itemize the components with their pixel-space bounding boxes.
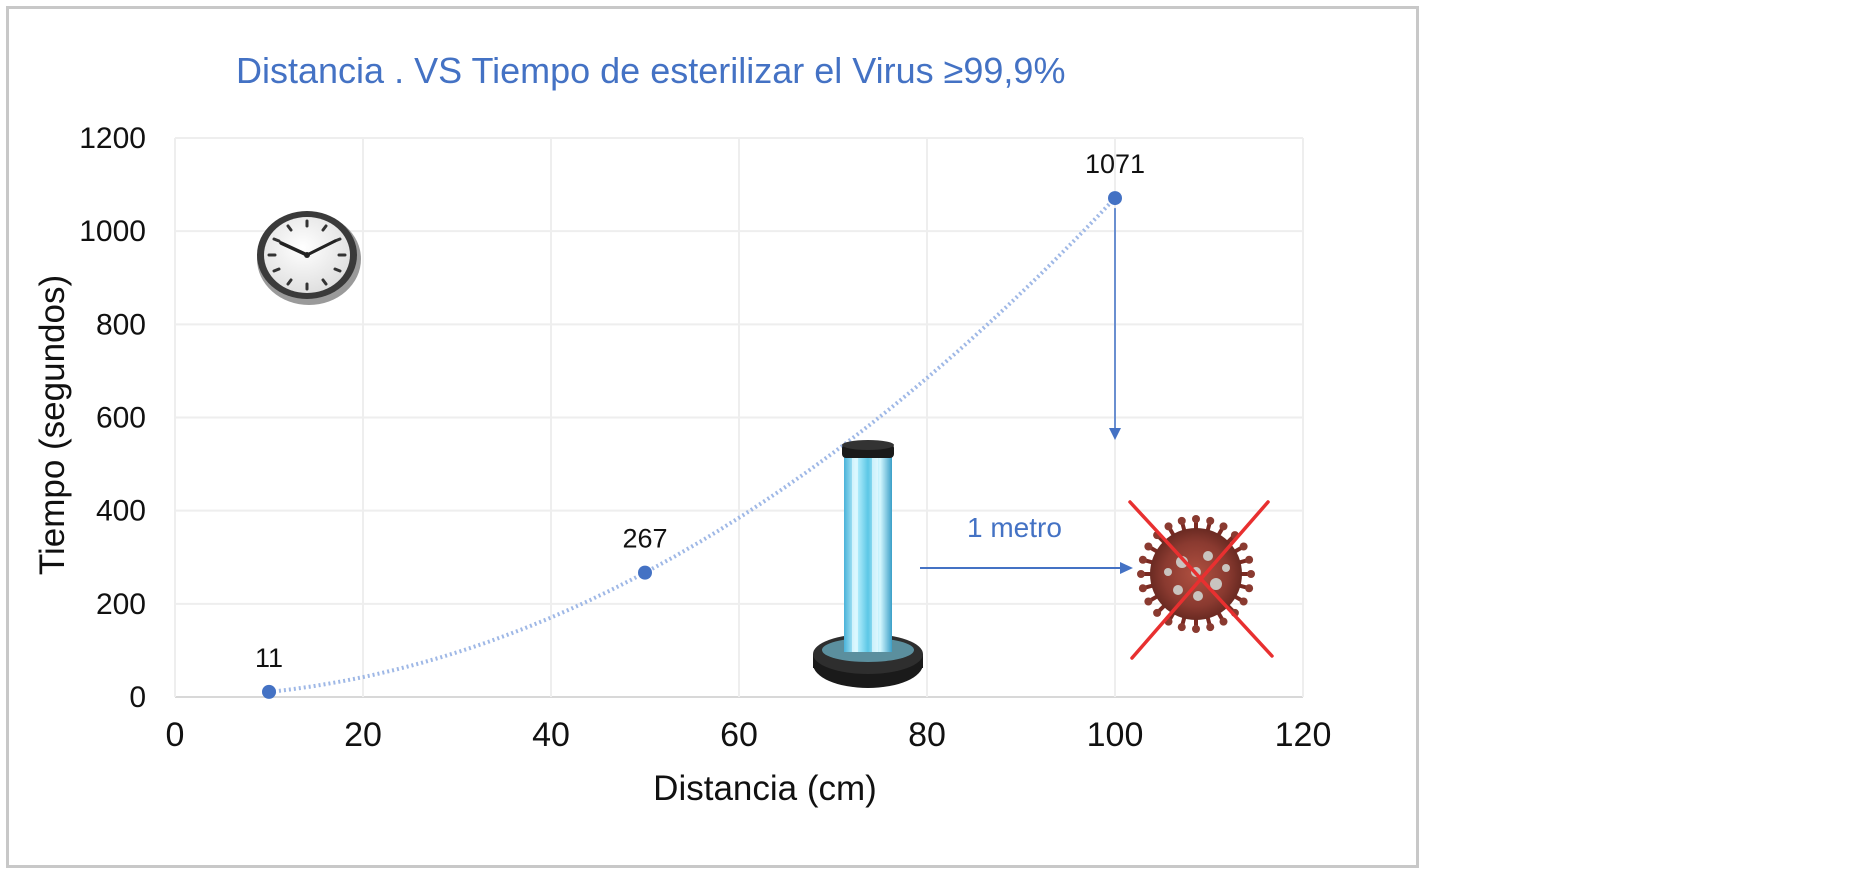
data-point — [1108, 191, 1122, 206]
x-axis-title: Distancia (cm) — [653, 769, 877, 808]
x-tick-label: 0 — [166, 716, 185, 754]
distance-label: 1 metro — [967, 512, 1062, 543]
data-label: 11 — [255, 643, 283, 673]
data-label: 1071 — [1085, 149, 1145, 179]
data-labels: 11 267 1071 — [255, 149, 1145, 673]
cross-icon — [1128, 500, 1274, 660]
data-label: 267 — [622, 524, 667, 554]
data-points — [262, 191, 1122, 699]
y-tick-label: 800 — [96, 308, 146, 341]
chart-frame — [6, 6, 1419, 868]
distance-arrow — [920, 562, 1133, 574]
data-point — [262, 684, 276, 699]
chart-title: Distancia . VS Tiempo de esterilizar el … — [236, 50, 1065, 91]
y-axis-title: Tiempo (segundos) — [33, 275, 72, 575]
y-tick-label: 0 — [129, 681, 146, 714]
x-tick-label: 120 — [1275, 716, 1332, 754]
y-tick-labels: 0 200 400 600 800 1000 1200 — [79, 122, 146, 714]
series-curve — [268, 196, 1117, 694]
down-arrow — [1109, 208, 1121, 440]
y-tick-label: 1000 — [79, 215, 146, 248]
x-tick-label: 20 — [344, 716, 382, 754]
x-tick-label: 80 — [908, 716, 946, 754]
clock-icon — [257, 211, 361, 305]
y-tick-label: 200 — [96, 588, 146, 621]
x-tick-label: 40 — [532, 716, 570, 754]
x-tick-label: 100 — [1087, 716, 1144, 754]
y-tick-label: 400 — [96, 495, 146, 528]
y-tick-label: 600 — [96, 402, 146, 435]
y-tick-label: 1200 — [79, 122, 146, 155]
uv-lamp-icon — [813, 440, 923, 688]
x-tick-label: 60 — [720, 716, 758, 754]
x-tick-labels: 0 20 40 60 80 100 120 — [166, 716, 1332, 754]
data-point — [638, 565, 652, 580]
grid-lines — [174, 137, 1304, 698]
